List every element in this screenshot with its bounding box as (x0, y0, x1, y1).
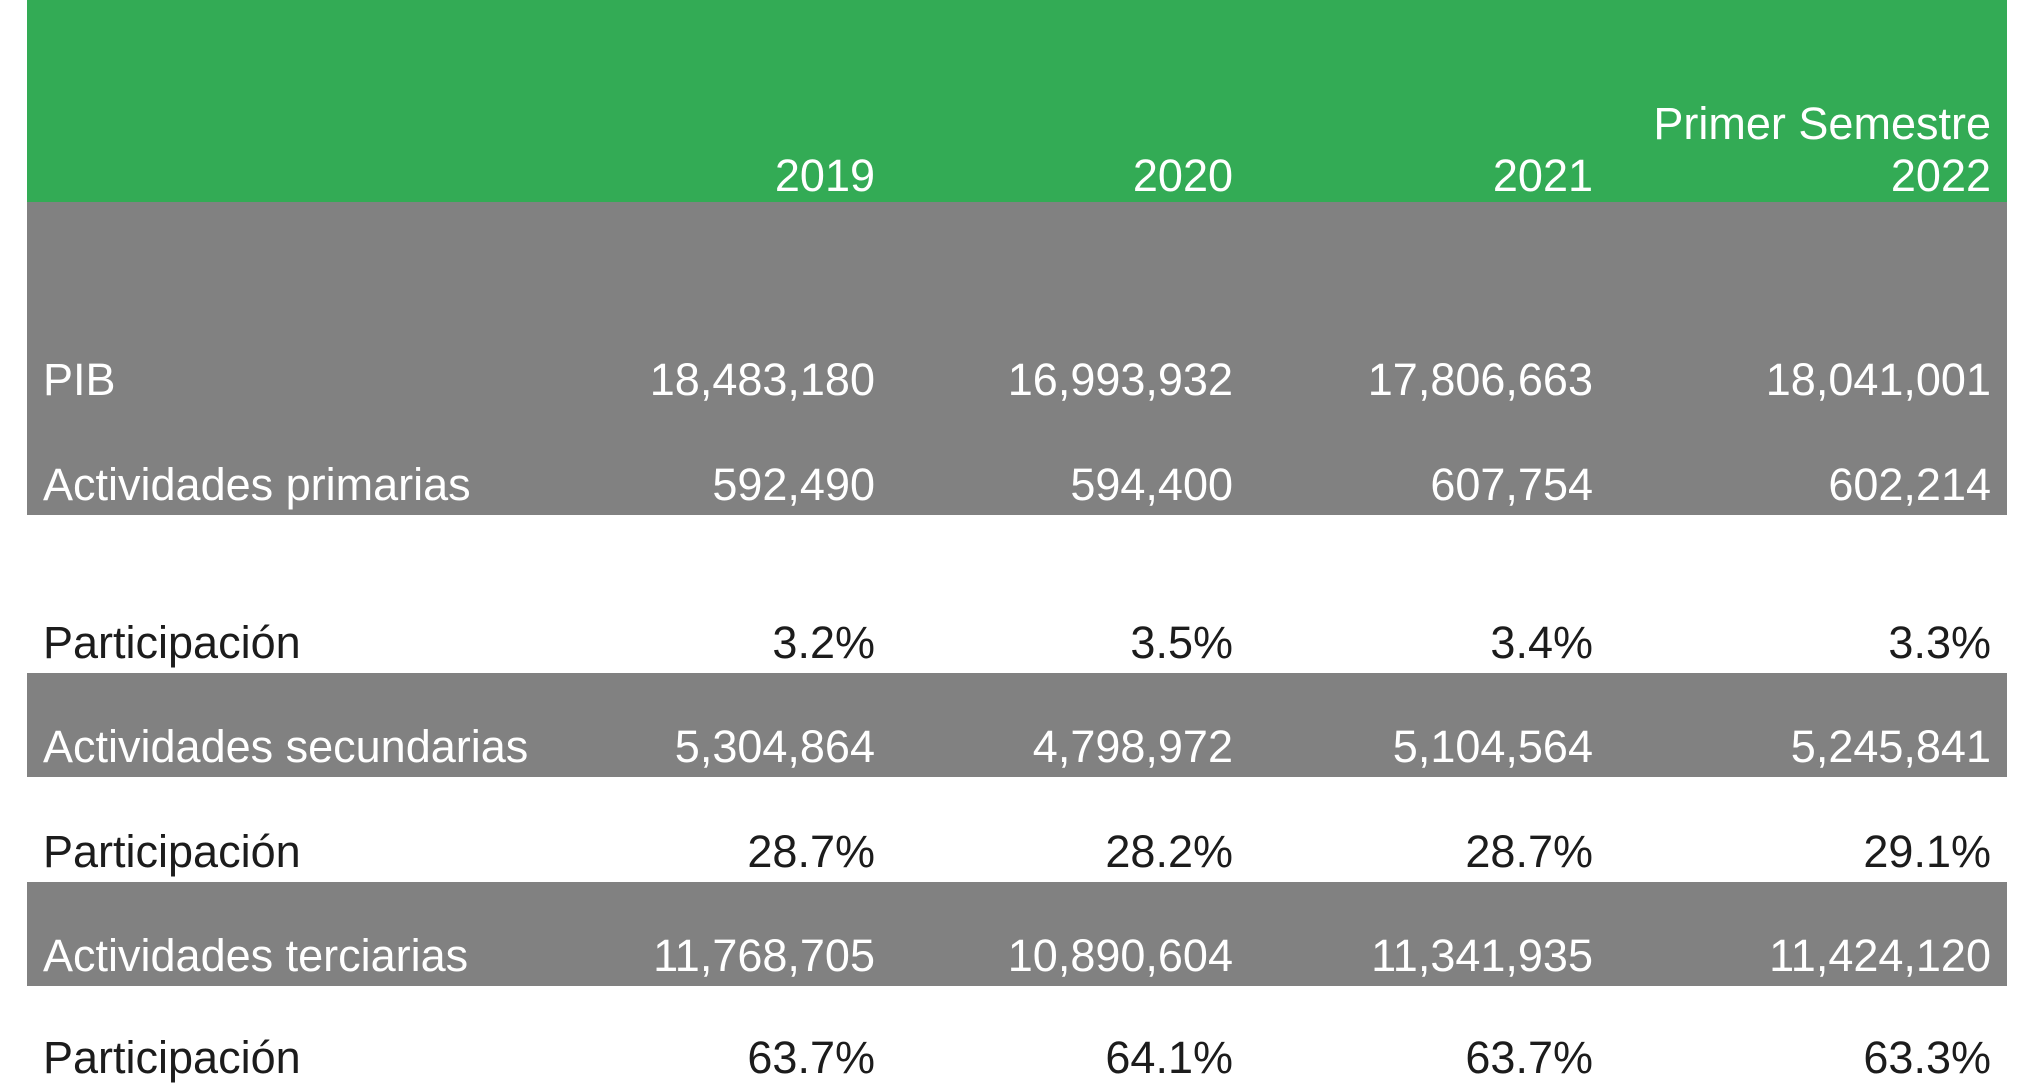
cell-value: 11,424,120 (1769, 930, 1991, 981)
cell-value: 17,806,663 (1367, 354, 1593, 405)
cell-value: 63.7% (747, 1032, 875, 1083)
table-row-terciarias: Actividades terciarias 11,768,705 10,890… (27, 882, 2007, 986)
table-row-participacion-primarias: Participación 3.2% 3.5% 3.4% 3.3% (27, 515, 2007, 673)
cell-value: 594,400 (1070, 459, 1233, 510)
cell-value: 29.1% (1863, 826, 1991, 877)
table-row-secundarias: Actividades secundarias 5,304,864 4,798,… (27, 673, 2007, 777)
header-cell-2019: 2019 (774, 150, 875, 201)
cell-value: 16,993,932 (1007, 354, 1233, 405)
cell-value: 28.2% (1105, 826, 1233, 877)
cell-value: 5,304,864 (674, 721, 875, 772)
cell-value: 607,754 (1430, 459, 1593, 510)
cell-value: 63.3% (1863, 1032, 1991, 1083)
table-header-row: 2019 2020 2021 Primer Semestre 2022 (27, 0, 2007, 202)
cell-value: 3.4% (1490, 617, 1593, 668)
cell-value: 11,768,705 (653, 930, 875, 981)
table-row-primarias: Actividades primarias 592,490 594,400 60… (27, 410, 2007, 515)
cell-value: 18,483,180 (649, 354, 875, 405)
cell-value: 28.7% (747, 826, 875, 877)
row-label: PIB (43, 354, 116, 405)
economic-activity-table: 2019 2020 2021 Primer Semestre 2022 PIB … (27, 0, 2007, 1088)
header-cell-2020: 2020 (1132, 150, 1233, 201)
cell-value: 4,798,972 (1032, 721, 1233, 772)
cell-value: 63.7% (1465, 1032, 1593, 1083)
cell-value: 11,341,935 (1371, 930, 1593, 981)
header-cell-2021: 2021 (1492, 150, 1593, 201)
row-label: Participación (43, 1032, 301, 1083)
row-label: Participación (43, 826, 301, 877)
cell-value: 3.2% (772, 617, 875, 668)
cell-value: 5,104,564 (1392, 721, 1593, 772)
cell-value: 592,490 (712, 459, 875, 510)
cell-value: 602,214 (1828, 459, 1991, 510)
cell-value: 64.1% (1105, 1032, 1233, 1083)
table-row-participacion-secundarias: Participación 28.7% 28.2% 28.7% 29.1% (27, 777, 2007, 882)
header-cell-semester-2022: Primer Semestre 2022 (1653, 98, 1991, 201)
row-label: Participación (43, 617, 301, 668)
cell-value: 5,245,841 (1790, 721, 1991, 772)
row-label: Actividades primarias (43, 459, 471, 510)
cell-value: 3.3% (1888, 617, 1991, 668)
row-label: Actividades secundarias (43, 721, 529, 772)
table-row-pib: PIB 18,483,180 16,993,932 17,806,663 18,… (27, 202, 2007, 410)
cell-value: 28.7% (1465, 826, 1593, 877)
cell-value: 10,890,604 (1007, 930, 1233, 981)
cell-value: 18,041,001 (1765, 354, 1991, 405)
cell-value: 3.5% (1130, 617, 1233, 668)
table-row-participacion-terciarias: Participación 63.7% 64.1% 63.7% 63.3% (27, 986, 2007, 1088)
row-label: Actividades terciarias (43, 930, 469, 981)
